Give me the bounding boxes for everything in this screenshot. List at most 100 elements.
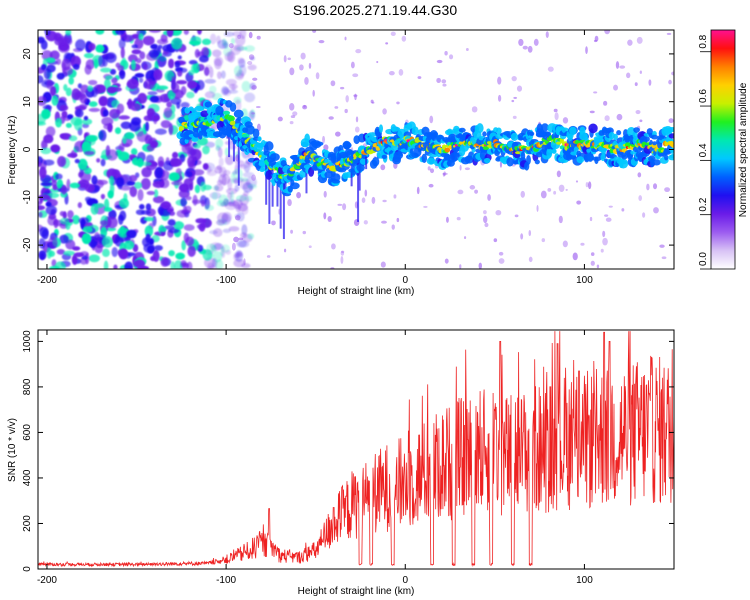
heatmap-noise-cell	[145, 203, 152, 211]
heatmap-noise-cell	[159, 93, 171, 103]
heatmap-faint-cell	[233, 236, 239, 243]
heatmap-faint-cell	[441, 79, 447, 84]
heatmap-noise-cell	[183, 178, 194, 188]
heatmap-noise-cell	[134, 181, 143, 190]
heatmap-faint-cell	[340, 250, 345, 256]
heatmap-noise-cell	[103, 260, 109, 269]
heatmap-faint-cell	[370, 99, 374, 104]
snr-y-tick-label: 400	[22, 469, 33, 486]
heatmap-noise-cell	[159, 227, 167, 233]
heatmap-faint-cell	[459, 164, 462, 171]
heatmap-track-halo	[650, 158, 655, 168]
heatmap-faint-cell	[646, 183, 650, 191]
heatmap-faint-cell	[637, 172, 642, 178]
heatmap-noise-cell	[171, 82, 180, 94]
heatmap-noise-cell	[181, 240, 186, 251]
heatmap-noise-cell	[183, 224, 195, 231]
heatmap-noise-cell	[68, 76, 74, 85]
heatmap-noise-cell	[79, 93, 88, 104]
heatmap-faint-cell	[292, 111, 298, 116]
heatmap-track-halo	[289, 182, 300, 190]
heatmap-noise-cell	[187, 245, 196, 257]
heatmap-faint-cell	[575, 180, 579, 183]
heatmap-noise-cell	[109, 183, 115, 195]
snr-x-tick-label: -200	[37, 575, 57, 586]
heatmap-streak	[365, 156, 368, 170]
heatmap-track-halo	[264, 141, 274, 151]
heatmap-faint-cell	[283, 248, 287, 253]
heatmap-noise-cell	[118, 151, 130, 161]
heatmap-faint-cell	[308, 245, 312, 248]
heatmap-track-halo	[200, 110, 209, 118]
heatmap-faint-cell	[354, 93, 357, 101]
heatmap-noise-cell	[106, 216, 118, 229]
heatmap-track-halo	[652, 159, 661, 166]
heatmap-faint-cell	[621, 208, 625, 212]
heatmap-faint-cell	[344, 108, 348, 114]
heatmap-noise-cell	[166, 208, 174, 213]
heatmap-noise-cell	[230, 172, 235, 184]
heatmap-track-halo	[526, 154, 531, 165]
heatmap-noise-cell	[167, 219, 176, 227]
heatmap-noise-cell	[124, 132, 135, 140]
heatmap-faint-cell	[608, 205, 613, 208]
heatmap-noise-cell	[206, 169, 217, 177]
heatmap-noise-cell	[147, 91, 158, 96]
heatmap-faint-cell	[381, 220, 387, 224]
heatmap-noise-cell	[63, 84, 68, 92]
heatmap-noise-cell	[234, 99, 242, 112]
heatmap-noise-cell	[215, 144, 220, 152]
heatmap-faint-cell	[340, 256, 344, 264]
heatmap-noise-cell	[173, 221, 185, 230]
heatmap-noise-cell	[65, 239, 76, 250]
heatmap-noise-cell	[122, 135, 127, 144]
heatmap-streak	[228, 122, 231, 158]
heatmap-noise-cell	[177, 70, 183, 77]
heatmap-noise-cell	[174, 61, 181, 69]
heatmap-noise-cell	[114, 127, 122, 135]
heatmap-faint-cell	[593, 91, 598, 94]
heatmap-faint-cell	[484, 222, 489, 228]
heatmap-streak	[271, 169, 274, 207]
heatmap-noise-cell	[241, 80, 251, 92]
heatmap-faint-cell	[616, 113, 623, 121]
heatmap-faint-cell	[361, 197, 366, 203]
heatmap-faint-cell	[416, 186, 420, 195]
heatmap-noise-cell	[134, 73, 145, 78]
heatmap-track-halo	[229, 102, 237, 112]
heatmap-faint-cell	[289, 120, 294, 125]
heatmap-streak	[284, 180, 287, 192]
heatmap-noise-cell	[103, 123, 113, 130]
heatmap-faint-cell	[596, 264, 600, 269]
heatmap-faint-cell	[558, 215, 563, 224]
heatmap-noise-cell	[65, 30, 72, 36]
heatmap-track-halo	[381, 154, 387, 159]
heatmap-track-halo	[668, 133, 674, 139]
heatmap-noise-cell	[244, 45, 255, 52]
heatmap-noise-cell	[119, 185, 132, 191]
colorbar-label: Normalized spectral amplitude	[738, 82, 749, 217]
heatmap-noise-cell	[194, 184, 201, 194]
heatmap-faint-cell	[636, 36, 643, 44]
heatmap-track-halo	[371, 157, 380, 167]
heatmap-noise-cell	[212, 228, 223, 238]
heatmap-faint-cell	[429, 168, 435, 174]
heatmap-faint-cell	[464, 167, 471, 171]
heatmap-noise-cell	[59, 211, 65, 217]
heatmap-track-core	[178, 125, 184, 132]
heatmap-noise-cell	[175, 80, 188, 85]
heatmap-streak	[265, 162, 268, 205]
heatmap-faint-cell	[498, 258, 505, 264]
heatmap-track-halo	[588, 123, 598, 134]
heatmap-track-halo	[330, 173, 341, 182]
heatmap-noise-cell	[130, 59, 136, 71]
heatmap-noise-cell	[65, 87, 72, 97]
heatmap-noise-cell	[72, 63, 80, 71]
heatmap-noise-cell	[247, 183, 258, 189]
heatmap-noise-cell	[145, 233, 151, 244]
heatmap-noise-cell	[91, 175, 98, 185]
heatmap-track-halo	[601, 146, 606, 157]
heatmap-noise-cell	[135, 57, 142, 64]
heatmap-noise-cell	[45, 126, 56, 137]
heatmap-noise-cell	[116, 103, 125, 114]
